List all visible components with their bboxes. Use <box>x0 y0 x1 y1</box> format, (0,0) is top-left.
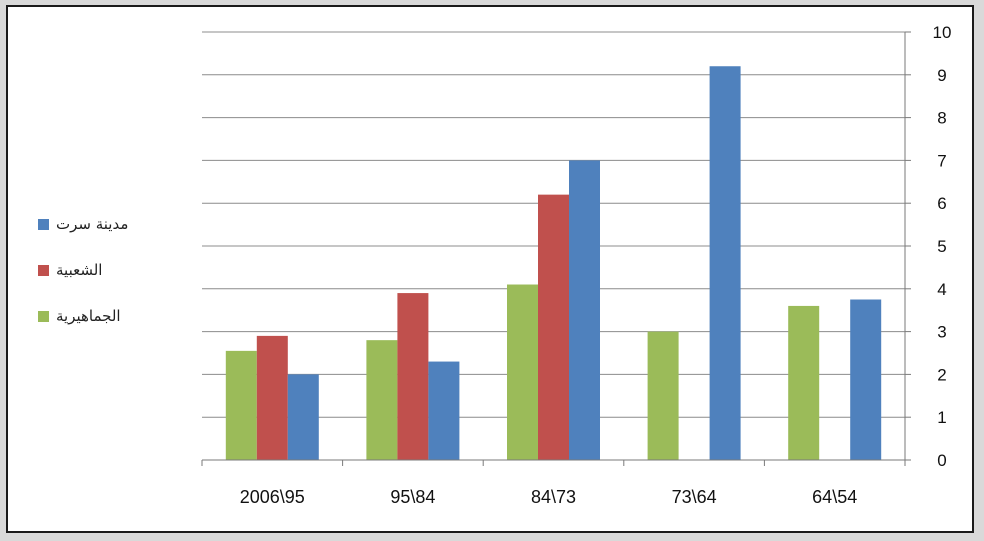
gridlines <box>202 31 905 418</box>
x-category-label: 64\54 <box>812 487 857 507</box>
y-tick-label: 4 <box>937 280 946 299</box>
x-category-labels: 2006\95 95\84 84\73 73\64 64\54 <box>240 487 857 507</box>
y-tick-label: 5 <box>937 237 946 256</box>
x-category-label: 95\84 <box>390 487 435 507</box>
bar <box>850 299 882 460</box>
bar <box>397 293 429 460</box>
bar <box>647 331 679 460</box>
bar <box>788 305 820 460</box>
legend-swatch <box>38 219 49 230</box>
y-tick-label: 2 <box>937 365 946 384</box>
y-tick-label: 1 <box>937 408 946 427</box>
bar <box>538 194 569 460</box>
y-tick-label: 6 <box>937 194 946 213</box>
y-tick-label: 10 <box>933 23 952 42</box>
y-tick-label: 3 <box>937 323 946 342</box>
legend-label: الشعبية <box>56 261 103 279</box>
x-category-label: 2006\95 <box>240 487 305 507</box>
bar <box>287 374 319 460</box>
y-tick-label: 9 <box>937 66 946 85</box>
y-tick-labels: 0 1 2 3 4 5 6 7 8 9 10 <box>933 23 952 470</box>
x-category-label: 84\73 <box>531 487 576 507</box>
y-tick-label: 8 <box>937 109 946 128</box>
legend-item-jamahiriya: الجماهيرية <box>38 307 178 327</box>
bar <box>507 284 538 460</box>
y-tick-label: 0 <box>937 451 946 470</box>
legend-label: الجماهيرية <box>56 307 121 325</box>
legend-item-sirt-city: مدينة سرت <box>38 215 178 235</box>
axes <box>201 31 911 466</box>
y-tick-label: 7 <box>937 151 946 170</box>
bar <box>709 66 741 461</box>
bar <box>256 335 288 460</box>
bar <box>225 350 257 460</box>
bar <box>569 160 600 460</box>
legend-label: مدينة سرت <box>56 215 129 233</box>
bar <box>428 361 460 460</box>
bars <box>225 66 882 461</box>
legend-swatch <box>38 311 49 322</box>
legend-swatch <box>38 265 49 276</box>
legend-item-shabiya: الشعبية <box>38 261 178 281</box>
x-category-label: 73\64 <box>672 487 717 507</box>
bar <box>366 340 398 460</box>
